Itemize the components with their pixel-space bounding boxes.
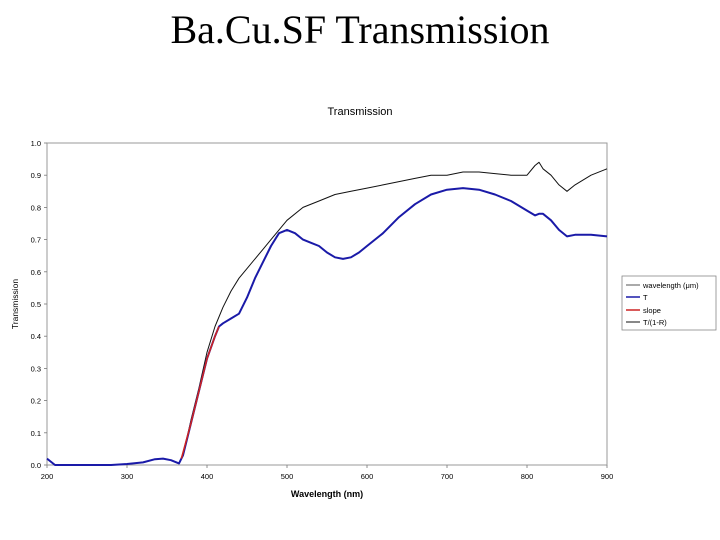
y-tick-label: 0.9 — [31, 171, 41, 180]
x-tick-label: 500 — [281, 472, 294, 481]
x-tick-label: 900 — [601, 472, 614, 481]
series-line-t-1-r — [182, 161, 608, 456]
slide-title: Ba.Cu.SF Transmission — [170, 7, 550, 52]
y-tick-label: 0.2 — [31, 397, 41, 406]
x-axis-ticks: 200 300 400 500 600 700 800 900 — [41, 465, 614, 481]
legend-label-t-over-1-r: T/(1-R) — [643, 318, 667, 327]
y-tick-label: 1.0 — [31, 139, 41, 148]
y-tick-label: 0.1 — [31, 429, 41, 438]
series-line-slope — [180, 326, 220, 459]
y-tick-label: 0.3 — [31, 364, 41, 373]
plot-area — [46, 142, 608, 466]
chart-title: Transmission — [328, 106, 393, 118]
y-tick-label: 0.4 — [31, 332, 41, 341]
legend: wavelength (μm) T slope T/(1-R) — [621, 275, 717, 331]
legend-label-slope: slope — [643, 306, 661, 315]
y-axis-ticks: 0.0 0.1 0.2 0.3 0.4 0.5 0.6 0.7 0.8 0.9 1.0 — [31, 139, 47, 470]
y-tick-label: 0.5 — [31, 300, 41, 309]
legend-label-wavelength: wavelength (μm) — [642, 281, 699, 290]
legend-label-t: T — [643, 293, 648, 302]
x-tick-label: 400 — [201, 472, 214, 481]
x-tick-label: 800 — [521, 472, 534, 481]
x-tick-label: 300 — [121, 472, 134, 481]
y-tick-label: 0.7 — [31, 236, 41, 245]
series-lines — [46, 161, 608, 466]
y-tick-label: 0.0 — [31, 461, 41, 470]
y-tick-label: 0.6 — [31, 268, 41, 277]
x-tick-label: 700 — [441, 472, 454, 481]
x-axis-label: Wavelength (nm) — [291, 489, 363, 499]
y-axis-label: Transmission — [10, 279, 20, 329]
y-tick-label: 0.8 — [31, 203, 41, 212]
series-line-t — [46, 187, 608, 466]
x-tick-label: 600 — [361, 472, 374, 481]
x-tick-label: 200 — [41, 472, 54, 481]
